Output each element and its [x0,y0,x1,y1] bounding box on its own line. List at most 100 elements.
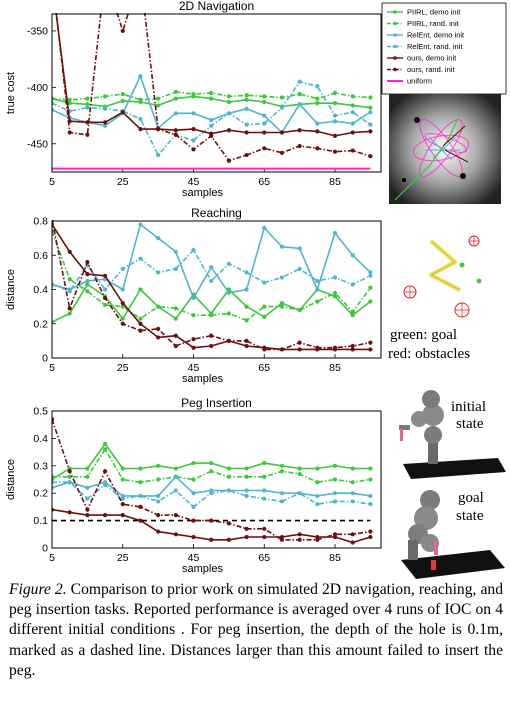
annotation-initial: initial [451,399,486,415]
data-point-ours-rand-init [315,146,320,151]
legend-item-piirl-demo-init: PIIRL, demo init [387,8,461,17]
data-point-ours-rand-init [332,345,338,350]
data-point-relent-demo-init [138,222,143,227]
series-line-ours-demo-init [52,223,371,351]
data-point-relent-demo-init [315,493,320,499]
data-point-relent-rand-init [297,79,302,84]
legend-label: PIIRL, demo init [407,8,461,17]
data-point-ours-rand-init [226,521,231,526]
data-point-piirl-rand-init [85,474,90,479]
data-point-relent-rand-init [279,499,285,504]
data-point-relent-demo-init [279,491,285,496]
annotation-green-goal: green: goal [390,327,457,343]
data-point-piirl-rand-init [262,304,267,309]
y-tick-label: 0 [42,543,48,555]
data-point-piirl-rand-init [102,302,108,308]
chart-2d-navigation: 2D Navigation 5 25 45 65 85 -350 -400 -450 sample… [5,0,382,199]
data-point-piirl-rand-init [173,89,178,94]
data-point-piirl-rand-init [173,306,178,311]
data-point-ours-rand-init [191,337,196,342]
data-point-ours-rand-init [138,504,143,509]
data-point-ours-demo-init [52,507,55,512]
legend-item-relent-demo-init: RelEnt, demo init [387,31,465,40]
data-point-ours-demo-init [191,534,196,540]
data-point-relent-rand-init [332,499,338,504]
data-point-piirl-rand-init [102,447,108,452]
data-point-piirl-rand-init [85,96,90,101]
data-point-piirl-rand-init [138,97,143,102]
data-point-relent-demo-init [85,278,90,284]
data-point-relent-demo-init [156,493,161,499]
data-point-piirl-rand-init [191,313,196,318]
data-point-ours-rand-init [297,143,302,149]
data-point-ours-rand-init [297,340,302,345]
data-point-ours-rand-init [244,152,249,158]
data-point-relent-demo-init [52,485,55,490]
data-point-piirl-demo-init [120,316,125,321]
data-point-ours-demo-init [297,347,302,352]
data-point-ours-demo-init [332,133,338,138]
y-tick-label: 0.4 [33,284,48,296]
data-point-relent-rand-init [120,496,125,501]
data-point-relent-demo-init [191,111,196,116]
data-point-relent-rand-init [297,491,302,496]
plot-frame [51,13,382,173]
data-point-relent-rand-init [173,266,178,272]
data-point-piirl-rand-init [368,95,373,100]
data-point-relent-demo-init [350,491,355,496]
data-point-ours-rand-init [209,333,214,338]
data-point-relent-rand-init [315,278,320,284]
data-point-ours-rand-init [120,321,125,326]
caption-label: Figure 2. [9,581,67,598]
data-point-ours-rand-init [350,343,355,349]
data-point-piirl-demo-init [67,311,72,316]
data-point-ours-demo-init [315,129,320,134]
x-tick-label: 25 [117,176,129,188]
data-point-ours-demo-init [156,335,161,340]
legend-item-relent-rand-init: RelEnt, rand. init [387,42,463,51]
data-point-ours-rand-init [120,502,125,507]
y-tick-label: 0.5 [33,406,48,418]
data-point-relent-rand-init [226,111,231,116]
data-point-ours-demo-init [138,321,143,326]
data-point-piirl-rand-init [279,95,285,100]
data-point-piirl-rand-init [332,290,338,296]
data-point-ours-rand-init [350,148,355,153]
data-point-relent-demo-init [315,287,320,292]
data-point-ours-demo-init [173,128,178,133]
data-point-piirl-demo-init [297,466,302,471]
data-point-piirl-demo-init [332,101,338,106]
data-point-relent-demo-init [85,485,90,490]
series-line-ours-demo-init [52,508,371,544]
data-point-ours-rand-init [191,147,196,152]
data-point-ours-demo-init [368,129,373,134]
data-point-ours-rand-init [67,306,72,311]
data-point-piirl-demo-init [350,313,355,318]
data-point-ours-demo-init [85,271,90,277]
data-point-relent-demo-init [244,287,249,292]
data-point-ours-rand-init [102,295,108,301]
data-point-piirl-demo-init [138,287,143,292]
data-point-relent-demo-init [191,491,196,496]
data-point-ours-demo-init [191,345,196,350]
data-point-relent-demo-init [332,230,338,236]
data-point-relent-rand-init [350,282,355,287]
data-point-relent-rand-init [85,105,90,110]
data-point-ours-demo-init [67,249,72,254]
data-point-piirl-demo-init [191,460,196,466]
data-point-relent-demo-init [297,102,302,107]
data-point-piirl-demo-init [368,299,373,304]
data-point-relent-rand-init [262,121,267,126]
legend-label: RelEnt, demo init [407,31,465,40]
data-point-relent-demo-init [191,295,196,301]
data-point-piirl-demo-init [332,294,338,299]
x-tick-label: 45 [188,176,200,188]
data-point-relent-demo-init [350,253,355,258]
data-point-piirl-rand-init [315,299,320,304]
data-point-ours-rand-init [368,529,373,534]
data-point-ours-rand-init [297,537,302,542]
data-point-piirl-rand-init [156,477,161,482]
data-point-piirl-rand-init [244,318,249,323]
data-point-relent-rand-init [226,488,231,493]
data-point-ours-demo-init [120,513,125,518]
